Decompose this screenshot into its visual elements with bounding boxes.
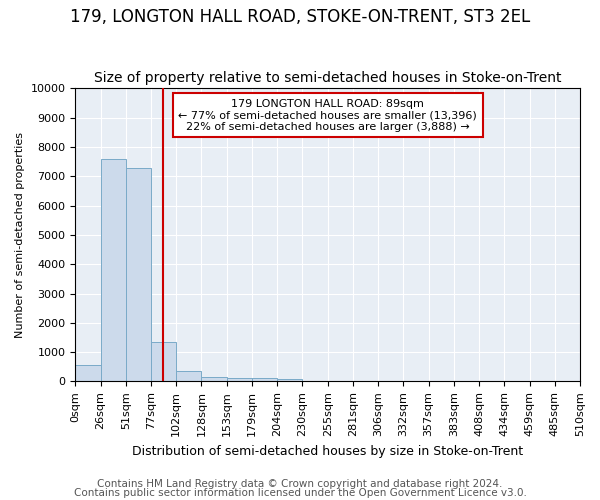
Text: Contains public sector information licensed under the Open Government Licence v3: Contains public sector information licen… [74, 488, 526, 498]
X-axis label: Distribution of semi-detached houses by size in Stoke-on-Trent: Distribution of semi-detached houses by … [132, 444, 523, 458]
Title: Size of property relative to semi-detached houses in Stoke-on-Trent: Size of property relative to semi-detach… [94, 70, 562, 85]
Bar [151, 342, 176, 382]
Bar [227, 378, 252, 382]
Bar [252, 378, 277, 382]
Bar [126, 168, 151, 382]
Bar [277, 380, 302, 382]
Bar [202, 377, 227, 382]
Bar [75, 364, 101, 382]
Bar [176, 371, 202, 382]
Bar [101, 159, 126, 382]
Y-axis label: Number of semi-detached properties: Number of semi-detached properties [15, 132, 25, 338]
Text: 179, LONGTON HALL ROAD, STOKE-ON-TRENT, ST3 2EL: 179, LONGTON HALL ROAD, STOKE-ON-TRENT, … [70, 8, 530, 26]
Text: 179 LONGTON HALL ROAD: 89sqm
← 77% of semi-detached houses are smaller (13,396)
: 179 LONGTON HALL ROAD: 89sqm ← 77% of se… [178, 98, 477, 132]
Text: Contains HM Land Registry data © Crown copyright and database right 2024.: Contains HM Land Registry data © Crown c… [97, 479, 503, 489]
